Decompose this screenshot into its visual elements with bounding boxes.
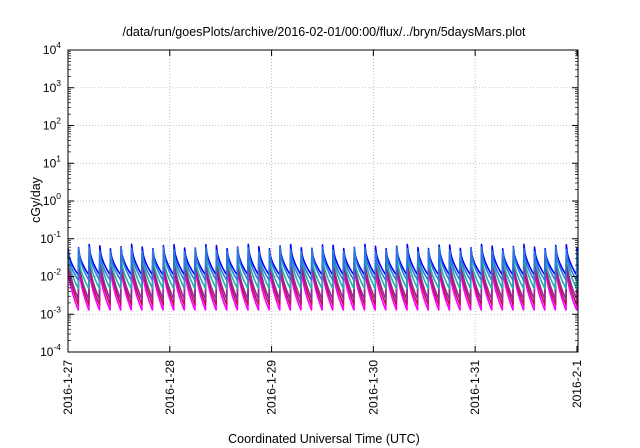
x-axis: 2016-1-27 2016-1-28 2016-1-29 2016-1-30 2016… (61, 50, 584, 415)
series-line (67, 246, 579, 281)
x-axis-label: Coordinated Universal Time (UTC) (228, 432, 420, 446)
y-tick-label: 103 (43, 78, 61, 95)
x-tick-label: 2016-1-30 (366, 360, 380, 415)
y-tick-label: 101 (43, 153, 61, 170)
y-tick-label: 100 (43, 191, 61, 208)
data-series (67, 243, 579, 311)
y-tick-label: 10-2 (40, 267, 61, 284)
x-tick-label: 2016-1-29 (265, 360, 279, 415)
y-axis: 10-4 10-3 10-2 10-1 100 101 102 103 104 (40, 40, 578, 359)
y-tick-label: 104 (43, 40, 61, 57)
y-tick-label: 10-4 (40, 342, 61, 359)
y-axis-label: cGy/day (29, 176, 43, 223)
y-tick-label: 10-1 (40, 229, 61, 246)
x-tick-label: 2016-1-31 (468, 360, 482, 415)
y-tick-label: 102 (43, 116, 61, 133)
x-tick-label: 2016-2-1 (570, 360, 584, 408)
chart-title: /data/run/goesPlots/archive/2016-02-01/0… (122, 25, 526, 39)
x-tick-label: 2016-1-28 (163, 360, 177, 415)
y-tick-label: 10-3 (40, 304, 61, 321)
x-tick-label: 2016-1-27 (61, 360, 75, 415)
